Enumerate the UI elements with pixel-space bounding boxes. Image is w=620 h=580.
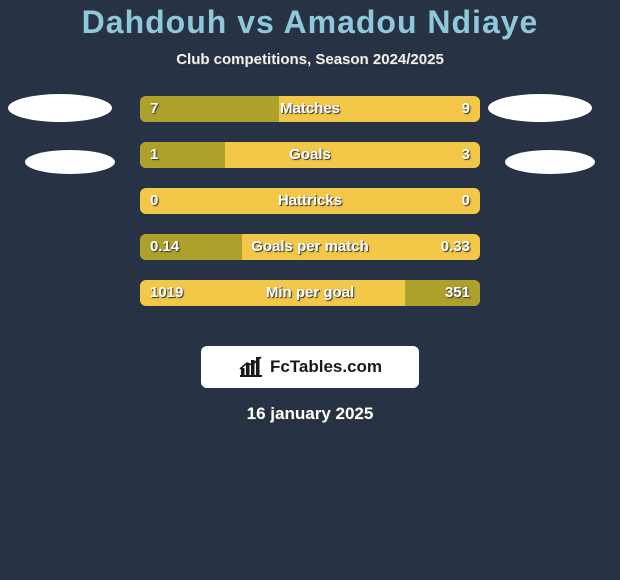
stat-row: 13Goals — [140, 142, 480, 168]
date-label: 16 january 2025 — [0, 404, 620, 424]
stat-row: 79Matches — [140, 96, 480, 122]
stat-row: 00Hattricks — [140, 188, 480, 214]
team-oval — [505, 150, 595, 174]
page: Dahdouh vs Amadou Ndiaye Club competitio… — [0, 0, 620, 580]
page-title: Dahdouh vs Amadou Ndiaye — [0, 0, 620, 41]
team-oval — [25, 150, 115, 174]
comparison-area: 79Matches 13Goals 00Hattricks 0.140.33Goals… — [0, 88, 620, 328]
page-subtitle: Club competitions, Season 2024/2025 — [0, 51, 620, 68]
team-oval — [488, 94, 592, 122]
stat-label: Goals — [140, 142, 480, 168]
stat-label: Goals per match — [140, 234, 480, 260]
logo-text: FcTables.com — [270, 357, 382, 377]
stat-label: Min per goal — [140, 280, 480, 306]
stat-label: Matches — [140, 96, 480, 122]
team-oval — [8, 94, 112, 122]
bar-chart-icon — [238, 356, 264, 378]
stat-label: Hattricks — [140, 188, 480, 214]
stat-row: 1019351Min per goal — [140, 280, 480, 306]
logo-badge: FcTables.com — [201, 346, 419, 388]
stat-row: 0.140.33Goals per match — [140, 234, 480, 260]
